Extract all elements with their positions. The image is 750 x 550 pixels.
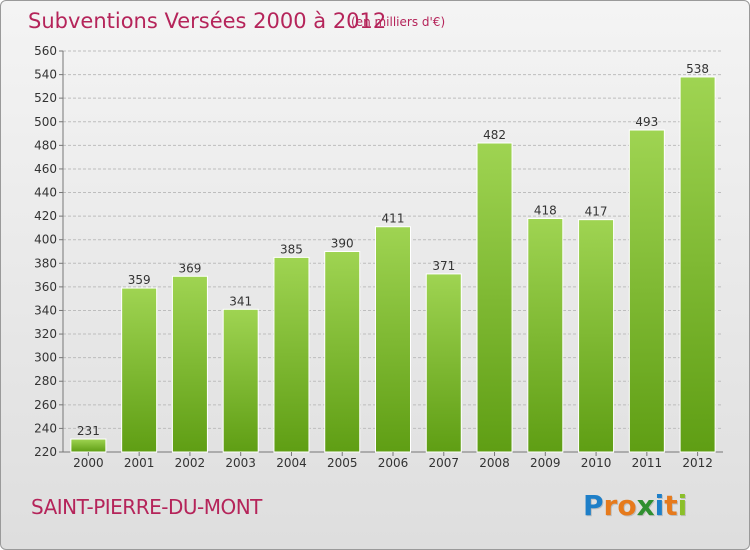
- x-tick-label: 2004: [276, 456, 307, 470]
- logo-letter: i: [677, 489, 688, 522]
- y-tick-label: 300: [34, 351, 57, 365]
- bar-value-label: 417: [585, 205, 608, 219]
- logo-letter: r: [603, 489, 618, 522]
- bar: [527, 217, 564, 453]
- bar: [628, 129, 665, 453]
- unit-note: (en milliers d'€): [351, 15, 446, 29]
- y-tick-label: 280: [34, 374, 57, 388]
- bar-value-label: 411: [382, 212, 405, 226]
- bar: [324, 251, 361, 453]
- logo-letter: P: [583, 489, 604, 522]
- bar-value-label: 390: [331, 237, 354, 251]
- x-tick-label: 2002: [175, 456, 206, 470]
- y-tick-label: 220: [34, 445, 57, 459]
- bar: [375, 226, 411, 453]
- y-tick-label: 340: [34, 303, 57, 317]
- bar: [273, 256, 310, 453]
- y-tick-label: 380: [34, 256, 57, 270]
- y-tick-label: 560: [34, 44, 57, 58]
- x-tick-label: 2003: [225, 456, 256, 470]
- bar: [171, 275, 208, 453]
- y-tick-label: 480: [34, 138, 57, 152]
- bar: [679, 76, 716, 453]
- y-tick-label: 400: [34, 233, 57, 247]
- x-tick-label: 2005: [327, 456, 358, 470]
- y-tick-label: 320: [34, 327, 57, 341]
- chart-title: Subventions Versées 2000 à 2012: [28, 9, 387, 33]
- proxiti-logo: Proxiti: [583, 489, 687, 522]
- logo-letter: x: [636, 489, 655, 522]
- y-tick-label: 540: [34, 68, 57, 82]
- y-tick-label: 360: [34, 280, 57, 294]
- y-tick-label: 460: [34, 162, 57, 176]
- logo-letter: t: [664, 489, 678, 522]
- bar: [121, 287, 158, 453]
- bar-value-label: 359: [128, 273, 151, 287]
- bar: [578, 219, 615, 453]
- x-tick-label: 2001: [124, 456, 155, 470]
- bar-value-label: 341: [229, 294, 252, 308]
- bar-value-label: 385: [280, 242, 303, 256]
- bar: [476, 142, 513, 453]
- bar: [425, 273, 462, 453]
- bar-value-label: 493: [635, 115, 658, 129]
- y-tick-label: 260: [34, 398, 57, 412]
- x-tick-label: 2008: [479, 456, 510, 470]
- x-tick-label: 2007: [428, 456, 459, 470]
- bar: [70, 438, 107, 453]
- commune-name: SAINT-PIERRE-DU-MONT: [31, 495, 262, 519]
- x-tick-label: 2010: [581, 456, 612, 470]
- y-tick-label: 240: [34, 421, 57, 435]
- bar-value-label: 231: [77, 424, 100, 438]
- y-tick-label: 520: [34, 91, 57, 105]
- logo-letter: i: [654, 489, 665, 522]
- y-tick-label: 500: [34, 115, 57, 129]
- bar-value-label: 371: [432, 259, 455, 273]
- x-tick-label: 2000: [73, 456, 104, 470]
- y-tick-label: 420: [34, 209, 57, 223]
- x-tick-label: 2006: [378, 456, 409, 470]
- bar-value-label: 418: [534, 203, 557, 217]
- x-tick-label: 2009: [530, 456, 561, 470]
- bar-value-label: 482: [483, 128, 506, 142]
- bar-value-label: 538: [686, 62, 709, 76]
- logo-letter: o: [617, 489, 637, 522]
- bar: [222, 308, 259, 453]
- x-tick-label: 2012: [682, 456, 713, 470]
- y-tick-label: 440: [34, 186, 57, 200]
- x-tick-label: 2011: [632, 456, 663, 470]
- bar-value-label: 369: [178, 261, 201, 275]
